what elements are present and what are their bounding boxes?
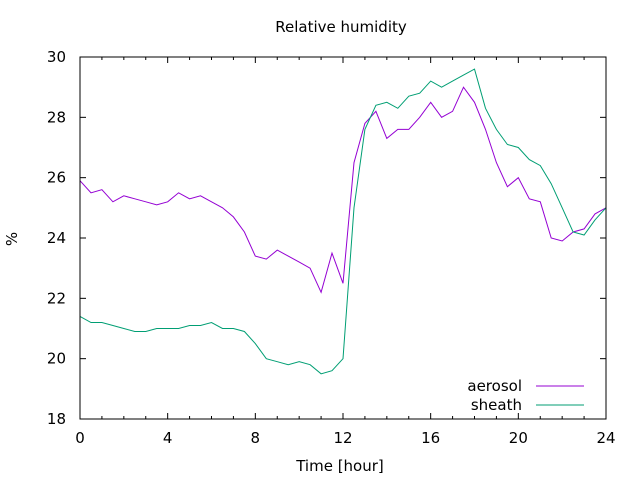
y-tick-label: 26	[47, 169, 66, 187]
x-tick-label: 0	[75, 429, 85, 447]
x-tick-label: 20	[509, 429, 528, 447]
y-tick-label: 18	[47, 410, 66, 428]
legend-label-aerosol: aerosol	[467, 377, 522, 395]
series-line-aerosol	[79, 86, 607, 294]
chart-title: Relative humidity	[275, 18, 407, 36]
series-line-sheath	[79, 68, 607, 375]
x-tick-label: 4	[163, 429, 173, 447]
legend-label-sheath: sheath	[471, 396, 522, 414]
y-tick-label: 30	[47, 48, 66, 66]
series-lines	[79, 68, 607, 375]
y-tick-label: 24	[47, 229, 66, 247]
x-tick-label: 16	[421, 429, 440, 447]
plot-area-border	[79, 56, 607, 420]
y-tick-label: 20	[47, 350, 66, 368]
y-tick-label: 22	[47, 289, 66, 307]
x-tick-label: 8	[251, 429, 261, 447]
x-tick-label: 24	[596, 429, 615, 447]
x-axis-label: Time [hour]	[295, 457, 384, 475]
y-tick-label: 28	[47, 108, 66, 126]
x-tick-label: 12	[333, 429, 352, 447]
y-axis-label: %	[3, 232, 21, 246]
axis-ticks	[79, 56, 607, 420]
axis-tick-labels: 0 4 8 12 16 20 24 18 20 22 24 26 28 30	[47, 48, 616, 447]
